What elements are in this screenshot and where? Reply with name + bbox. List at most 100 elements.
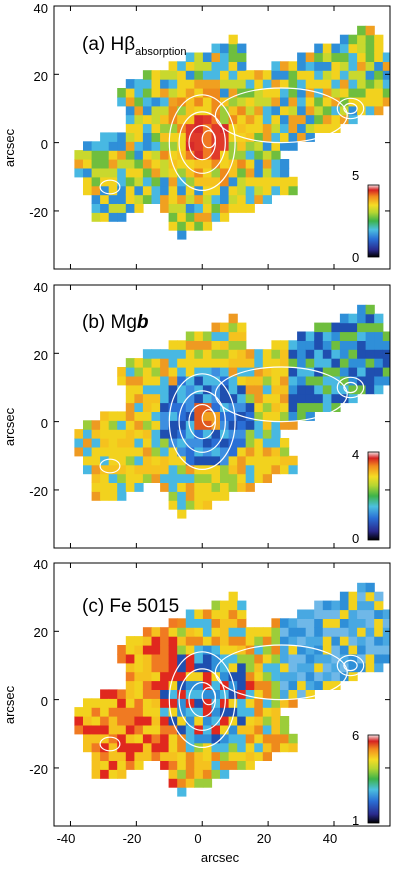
map-bin — [125, 375, 135, 386]
map-bin — [288, 618, 298, 628]
map-bin — [228, 473, 238, 483]
map-bin — [108, 769, 118, 779]
map-bin — [220, 340, 230, 350]
map-bin — [254, 680, 264, 690]
map-bin — [305, 367, 315, 377]
map-bin — [108, 446, 118, 457]
map-bin — [254, 393, 264, 404]
map-bin — [142, 123, 153, 133]
map-bin — [202, 212, 213, 222]
map-bin — [382, 645, 390, 655]
map-bin — [228, 176, 238, 187]
map-bin — [374, 609, 384, 619]
map-bin — [245, 375, 255, 386]
map-bin — [160, 375, 170, 386]
map-bin — [194, 716, 204, 726]
map-bin — [151, 393, 161, 404]
map-bin — [194, 707, 204, 717]
map-bin — [339, 375, 350, 386]
map-bin — [83, 716, 93, 726]
map-bin — [211, 455, 221, 466]
map-bin — [220, 618, 230, 628]
map-bin — [194, 473, 204, 483]
map-bin — [117, 724, 127, 735]
map-bin — [331, 645, 341, 655]
map-bin — [160, 742, 170, 753]
map-bin — [365, 96, 375, 107]
map-bin — [117, 141, 127, 151]
map-bin — [185, 751, 195, 761]
map-bin — [125, 132, 135, 142]
map-bin — [374, 70, 384, 80]
map-bin — [262, 114, 272, 125]
map-bin — [271, 429, 281, 439]
map-bin — [245, 70, 255, 80]
map-bin — [100, 212, 110, 222]
map-bin — [211, 769, 221, 779]
map-bin — [125, 733, 135, 744]
map-bin — [280, 411, 290, 421]
map-bin — [177, 212, 187, 222]
map-bin — [322, 358, 332, 368]
map-bin — [177, 159, 187, 169]
map-bin — [100, 185, 110, 196]
map-bin — [262, 636, 272, 646]
map-bin — [108, 698, 118, 708]
map-bin — [288, 742, 298, 753]
map-bin — [297, 340, 307, 350]
map-bin — [177, 724, 187, 735]
map-bin — [211, 43, 221, 54]
map-bin — [314, 402, 324, 412]
map-bin — [168, 411, 178, 421]
map-bin — [305, 105, 315, 116]
map-bin — [202, 662, 213, 673]
map-bin — [339, 88, 350, 98]
map-bin — [202, 96, 213, 107]
map-bin — [271, 645, 281, 655]
map-bin — [202, 707, 213, 717]
ytick-a-3: -20 — [29, 205, 48, 220]
map-bin — [228, 167, 238, 178]
map-bin — [125, 194, 135, 204]
map-bin — [297, 123, 307, 133]
ytick-a-2: 0 — [41, 137, 48, 152]
map-bin — [262, 349, 272, 359]
map-bin — [160, 464, 170, 475]
map-bin — [117, 760, 127, 770]
map-bin — [262, 464, 272, 475]
xtick-4: 40 — [323, 831, 337, 846]
map-bin — [297, 114, 307, 125]
map-bin — [237, 671, 247, 682]
map-bin — [365, 313, 375, 324]
map-bin — [108, 429, 118, 439]
map-bin — [125, 150, 135, 160]
map-bin — [288, 185, 298, 196]
map-bin — [254, 662, 264, 673]
map-bin — [202, 491, 213, 501]
map-bin — [151, 724, 161, 735]
map-bin — [177, 662, 187, 673]
map-bin — [245, 411, 255, 421]
map-bin — [91, 167, 101, 178]
map-bin — [374, 645, 384, 655]
map-bin — [185, 105, 195, 116]
map-bin — [194, 760, 204, 770]
map-bin — [100, 473, 110, 483]
map-bin — [134, 367, 144, 377]
map-bin — [177, 438, 187, 448]
map-bin — [125, 141, 135, 151]
map-bin — [374, 331, 384, 341]
map-bin — [83, 185, 93, 196]
map-bin — [288, 358, 298, 368]
map-bin — [177, 473, 187, 483]
map-bin — [374, 340, 384, 350]
map-bin — [262, 689, 272, 699]
map-bin — [177, 742, 187, 753]
map-bin — [100, 446, 110, 457]
map-bin — [168, 491, 178, 501]
map-bin — [202, 105, 213, 116]
map-bin — [151, 150, 161, 160]
map-bin — [185, 384, 195, 395]
map-bin — [262, 698, 272, 708]
map-bin — [262, 733, 272, 744]
